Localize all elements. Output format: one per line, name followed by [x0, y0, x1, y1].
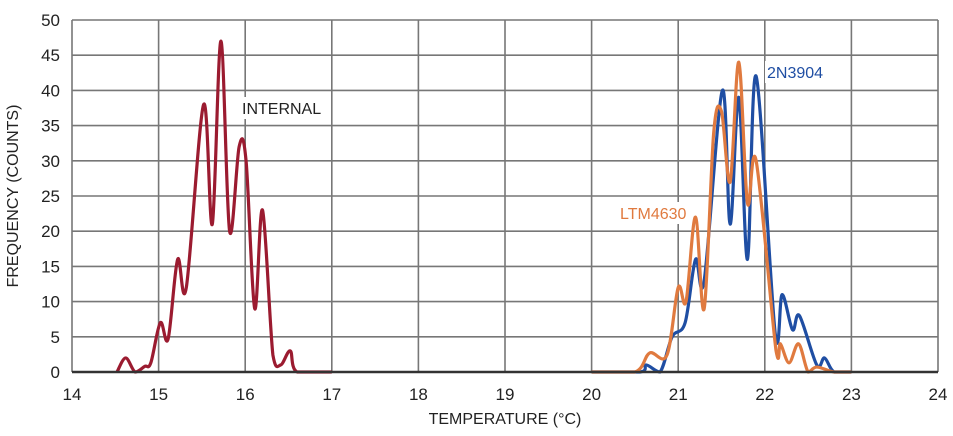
label-background	[765, 61, 829, 83]
axes: 0 5 10 15 20 25 30 35 40 45 50 14 15 16 17 18 19 20 21 22 23…	[41, 11, 947, 404]
series-line-internal	[115, 39, 332, 374]
x-tick-label: 21	[669, 385, 688, 404]
x-tick-label: 16	[236, 385, 255, 404]
x-tick-label: 14	[63, 385, 82, 404]
y-tick-label: 5	[51, 328, 60, 347]
x-tick-label: 18	[409, 385, 428, 404]
x-tick-label: 24	[929, 385, 948, 404]
series-label-2n3904: 2N3904	[767, 65, 823, 82]
label-background	[618, 202, 692, 224]
y-tick-label: 50	[41, 11, 60, 30]
series-line-ltm4630	[591, 60, 852, 374]
y-tick-label: 40	[41, 81, 60, 100]
series-label-internal: INTERNAL	[242, 101, 321, 118]
y-tick-label: 25	[41, 187, 60, 206]
x-tick-label: 17	[322, 385, 341, 404]
y-tick-label: 15	[41, 257, 60, 276]
y-tick-label: 10	[41, 293, 60, 312]
x-tick-label: 23	[842, 385, 861, 404]
x-tick-label: 19	[496, 385, 515, 404]
y-tick-label: 0	[51, 363, 60, 382]
x-tick-label: 20	[582, 385, 601, 404]
label-background	[240, 97, 324, 119]
y-tick-label: 30	[41, 152, 60, 171]
series-labels: INTERNAL 2N3904 LTM4630	[240, 61, 829, 224]
series-label-ltm4630: LTM4630	[620, 206, 687, 223]
x-tick-label: 22	[755, 385, 774, 404]
series-lines	[115, 39, 852, 374]
x-axis-label: TEMPERATURE (°C)	[429, 411, 582, 428]
grid	[71, 19, 939, 373]
y-tick-label: 35	[41, 117, 60, 136]
y-tick-label: 20	[41, 222, 60, 241]
y-tick-label: 45	[41, 46, 60, 65]
y-axis-label: FREQUENCY (COUNTS)	[5, 105, 22, 288]
x-tick-label: 15	[149, 385, 168, 404]
